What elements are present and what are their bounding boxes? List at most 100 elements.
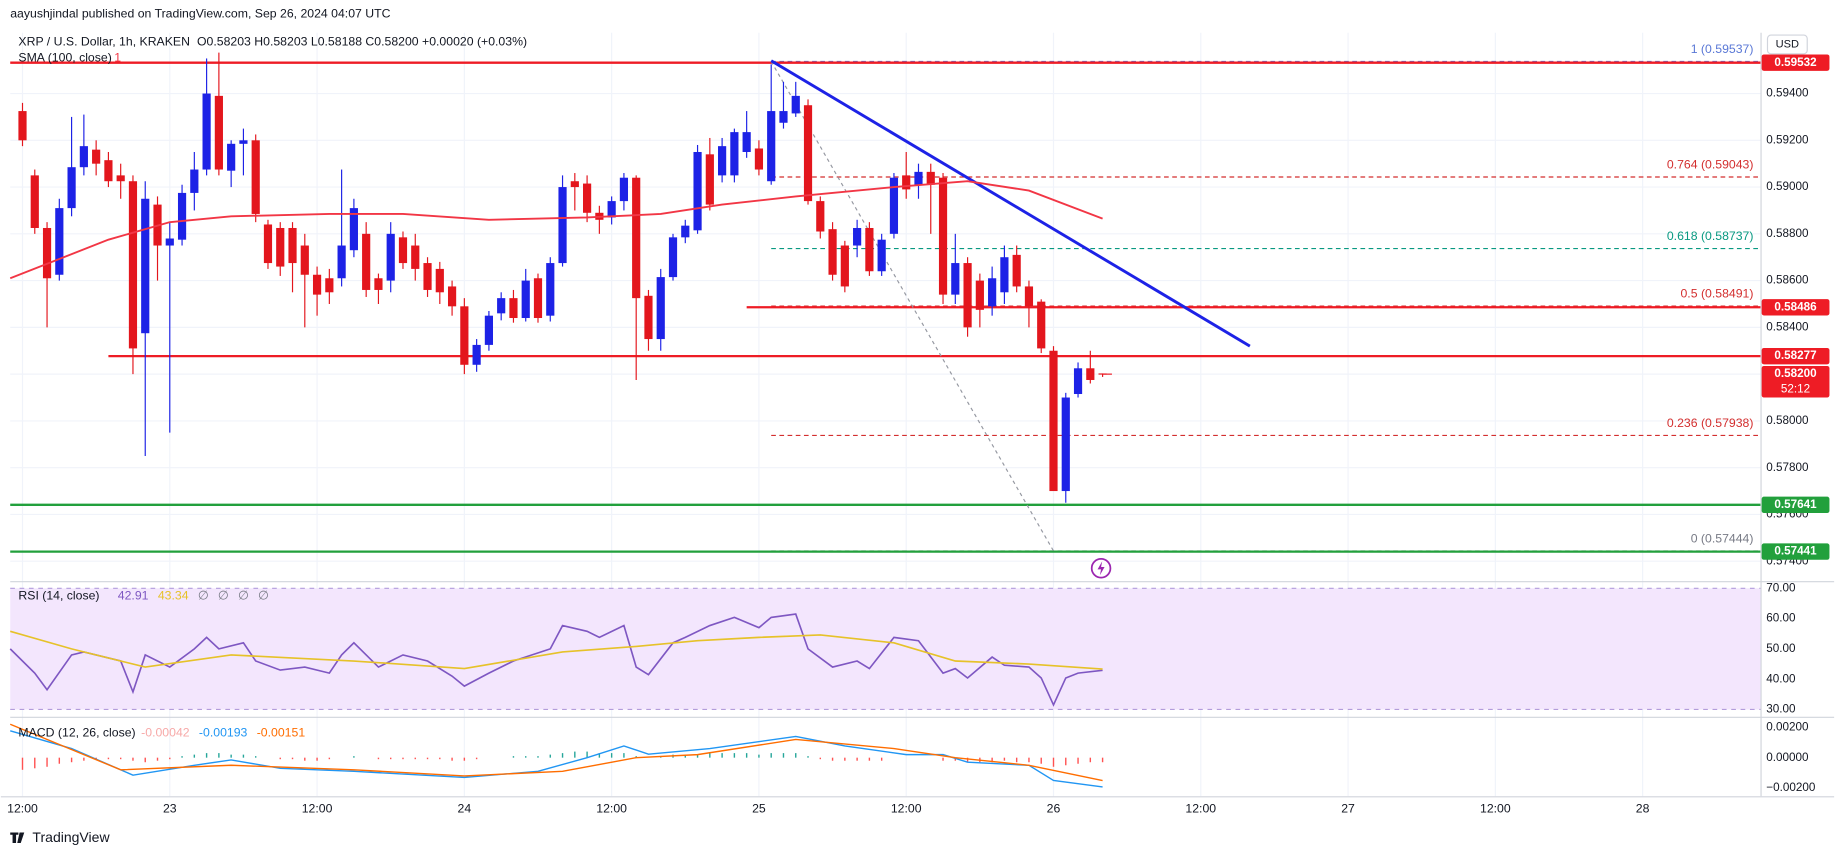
candle-body bbox=[312, 274, 322, 295]
candle-body bbox=[988, 278, 997, 307]
price-box bbox=[1761, 347, 1830, 365]
candle-body bbox=[67, 167, 76, 209]
y-tick-label: 0.59000 bbox=[1766, 180, 1809, 193]
candle-body bbox=[55, 208, 64, 275]
candle-body bbox=[705, 154, 714, 205]
candle-body bbox=[411, 245, 420, 269]
x-tick-label: 27 bbox=[1341, 801, 1355, 815]
candle-body bbox=[533, 278, 543, 319]
quote: O0.58203 H0.58203 L0.58188 C0.58200 +0.0… bbox=[197, 34, 527, 48]
rsi-line bbox=[10, 630, 1103, 670]
legend-value: ∅ bbox=[238, 589, 249, 603]
legend-value: -0.00151 bbox=[257, 725, 306, 739]
candle-body bbox=[546, 263, 555, 316]
currency: USD bbox=[1776, 38, 1799, 50]
legend-value: 43.34 bbox=[158, 589, 189, 603]
alert-icon[interactable] bbox=[1090, 557, 1112, 579]
y-tick-label: 0.59400 bbox=[1766, 87, 1809, 100]
candle-body bbox=[337, 245, 346, 279]
price-box bbox=[1761, 543, 1830, 560]
candle-body bbox=[202, 93, 211, 170]
candle-body bbox=[227, 143, 236, 171]
candle-body bbox=[497, 298, 506, 314]
candle-body bbox=[963, 263, 972, 328]
price-box bbox=[1761, 496, 1830, 514]
fib-connector bbox=[770, 61, 1055, 552]
candle-body bbox=[1061, 397, 1070, 492]
candle-body bbox=[1049, 350, 1058, 492]
candle-body bbox=[325, 278, 334, 293]
candle-body bbox=[300, 245, 309, 275]
candle-body bbox=[128, 181, 138, 349]
candle-body bbox=[926, 171, 935, 185]
y-tick-label: 50.00 bbox=[1766, 642, 1796, 655]
candle-body bbox=[791, 95, 800, 114]
candle-body bbox=[263, 224, 273, 264]
candle-body bbox=[104, 160, 113, 182]
y-tick-label: 40.00 bbox=[1766, 672, 1796, 685]
candle-body bbox=[656, 277, 665, 340]
fib-label: 1 (0.59537) bbox=[1691, 42, 1754, 56]
price-box bbox=[1761, 299, 1830, 316]
candle-body bbox=[423, 263, 432, 290]
macd-line bbox=[10, 730, 1103, 788]
logo[interactable]: TradingView bbox=[10, 829, 110, 845]
candle-body bbox=[386, 233, 395, 281]
candle-body bbox=[521, 280, 530, 319]
y-tick-label: 0.58000 bbox=[1766, 414, 1809, 427]
candle-body bbox=[668, 237, 678, 278]
x-tick-label: 28 bbox=[1636, 801, 1650, 815]
y-tick-label: 0.58800 bbox=[1766, 227, 1809, 240]
sma-legend-value: 1 bbox=[114, 51, 121, 65]
candle-body bbox=[349, 208, 358, 251]
candle-body bbox=[447, 286, 457, 307]
candle-body bbox=[902, 175, 911, 190]
candle-body bbox=[177, 192, 187, 240]
rsi-title: RSI (14, close) bbox=[18, 589, 99, 603]
candle-body bbox=[1024, 286, 1034, 307]
candle-body bbox=[583, 183, 592, 213]
candle-body bbox=[607, 201, 616, 218]
candle-body bbox=[730, 132, 739, 176]
candle-body bbox=[18, 111, 27, 141]
x-tick-label: 12:00 bbox=[596, 801, 627, 815]
candle-body bbox=[1073, 368, 1083, 395]
legend-value: -0.00042 bbox=[141, 725, 190, 739]
x-tick-label: 12:00 bbox=[302, 801, 333, 815]
legend-value: 42.91 bbox=[118, 589, 149, 603]
symbol-title: XRP / U.S. Dollar, 1h, KRAKEN bbox=[18, 34, 190, 48]
candle-body bbox=[570, 181, 579, 188]
candle-body bbox=[951, 263, 960, 295]
last-price-box bbox=[1761, 365, 1830, 398]
price-label: 0.59532 bbox=[1774, 56, 1817, 69]
candle-body bbox=[816, 201, 825, 232]
candle-body bbox=[1012, 254, 1021, 287]
logo-mark bbox=[10, 832, 25, 843]
candle-body bbox=[754, 148, 764, 170]
candle-body bbox=[1000, 257, 1009, 293]
candle-body bbox=[779, 111, 788, 123]
trend-line bbox=[770, 59, 1251, 348]
x-tick-label: 26 bbox=[1047, 801, 1061, 815]
price-box bbox=[1761, 54, 1830, 71]
candle-body bbox=[865, 227, 874, 272]
candle-body bbox=[116, 175, 125, 182]
candle-body bbox=[742, 132, 751, 152]
candle-body bbox=[92, 149, 101, 164]
candle-body bbox=[362, 233, 371, 290]
logo-text[interactable]: TradingView bbox=[32, 829, 110, 845]
candle-body bbox=[374, 278, 383, 290]
y-tick-label: 0.58400 bbox=[1766, 320, 1809, 333]
alert-bolt bbox=[1097, 561, 1105, 576]
fib-label: 0.764 (0.59043) bbox=[1667, 158, 1754, 172]
main-pane: 1 (0.59537) 0.764 (0.59043) 0.618 (0.58737… bbox=[9, 42, 1761, 553]
candle-body bbox=[718, 146, 727, 176]
sma-legend: SMA (100, close) bbox=[18, 51, 111, 65]
x-tick-label: 23 bbox=[163, 801, 177, 815]
candle-body bbox=[79, 146, 88, 168]
candle-body bbox=[276, 227, 285, 267]
x-tick-label: 12:00 bbox=[891, 801, 922, 815]
candle-body bbox=[644, 295, 653, 340]
